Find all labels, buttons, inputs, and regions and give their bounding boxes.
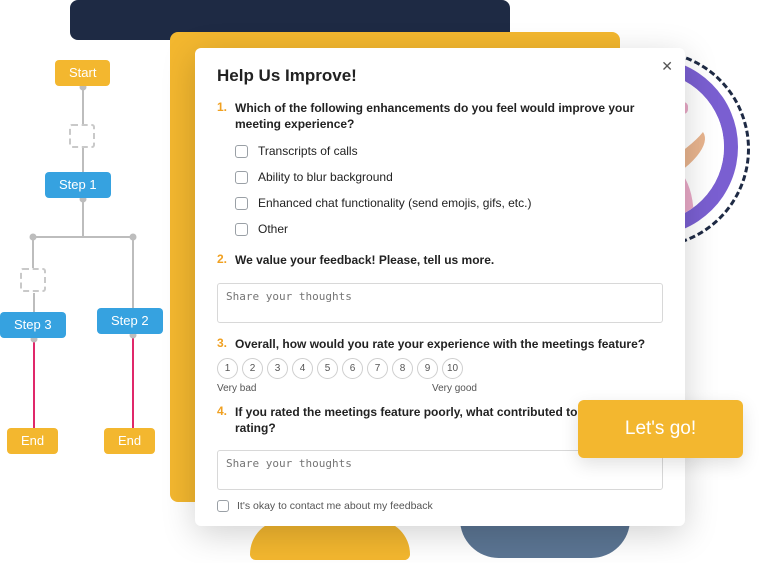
question-number: 3. xyxy=(217,336,235,352)
flow-node-start[interactable]: Start xyxy=(55,60,110,86)
flow-branch-box xyxy=(20,268,46,292)
lets-go-button[interactable]: Let's go! xyxy=(578,400,743,458)
checkbox-icon[interactable] xyxy=(235,171,248,184)
question-number: 1. xyxy=(217,100,235,132)
rating-max-label: Very good xyxy=(432,383,477,394)
flow-diagram: Start Step 1 Step 3 Step 2 End End xyxy=(0,30,210,490)
checkbox-label: Enhanced chat functionality (send emojis… xyxy=(258,196,531,210)
flow-node-step3[interactable]: Step 3 xyxy=(0,312,66,338)
checkbox-icon[interactable] xyxy=(235,145,248,158)
rating-button-5[interactable]: 5 xyxy=(317,358,338,379)
flow-branch-box xyxy=(69,124,95,148)
rating-button-4[interactable]: 4 xyxy=(292,358,313,379)
question-number: 4. xyxy=(217,404,235,436)
flow-node-step2[interactable]: Step 2 xyxy=(97,308,163,334)
question-number: 2. xyxy=(217,252,235,268)
flow-edge xyxy=(32,236,34,268)
close-icon[interactable]: ✕ xyxy=(661,58,673,75)
flow-edge xyxy=(132,334,134,428)
flow-edge xyxy=(33,338,35,428)
rating-button-2[interactable]: 2 xyxy=(242,358,263,379)
flow-node-step1[interactable]: Step 1 xyxy=(45,172,111,198)
checkbox-option[interactable]: Transcripts of calls xyxy=(235,138,663,164)
checkbox-icon[interactable] xyxy=(235,197,248,210)
checkbox-label: Transcripts of calls xyxy=(258,144,358,158)
question-row: 3.Overall, how would you rate your exper… xyxy=(217,336,663,352)
question-text: We value your feedback! Please, tell us … xyxy=(235,252,494,268)
question-row: 1.Which of the following enhancements do… xyxy=(217,100,663,132)
consent-label: It's okay to contact me about my feedbac… xyxy=(237,500,433,512)
flow-edge xyxy=(32,236,132,238)
flow-edge xyxy=(82,198,84,236)
checkbox-label: Ability to blur background xyxy=(258,170,393,184)
checkbox-label: Other xyxy=(258,222,288,236)
rating-min-label: Very bad xyxy=(217,383,256,394)
checkbox-option[interactable]: Ability to blur background xyxy=(235,164,663,190)
question-row: 2.We value your feedback! Please, tell u… xyxy=(217,252,663,268)
rating-button-10[interactable]: 10 xyxy=(442,358,463,379)
flow-node-end1[interactable]: End xyxy=(7,428,58,454)
checkbox-option[interactable]: Other xyxy=(235,216,663,242)
rating-button-7[interactable]: 7 xyxy=(367,358,388,379)
consent-checkbox[interactable] xyxy=(217,500,229,512)
rating-button-9[interactable]: 9 xyxy=(417,358,438,379)
consent-row[interactable]: It's okay to contact me about my feedbac… xyxy=(217,500,433,512)
question-text: Which of the following enhancements do y… xyxy=(235,100,663,132)
rating-button-6[interactable]: 6 xyxy=(342,358,363,379)
survey-title: Help Us Improve! xyxy=(217,66,663,86)
flow-edge xyxy=(132,236,134,308)
rating-button-3[interactable]: 3 xyxy=(267,358,288,379)
rating-scale: 12345678910 Very bad Very good xyxy=(217,358,663,394)
flow-node-end2[interactable]: End xyxy=(104,428,155,454)
rating-button-8[interactable]: 8 xyxy=(392,358,413,379)
flow-connector-dot xyxy=(130,234,137,241)
rating-button-1[interactable]: 1 xyxy=(217,358,238,379)
flow-connector-dot xyxy=(30,234,37,241)
checkbox-options: Transcripts of calls Ability to blur back… xyxy=(217,138,663,242)
question-text: Overall, how would you rate your experie… xyxy=(235,336,645,352)
flow-edge xyxy=(33,293,35,313)
checkbox-option[interactable]: Enhanced chat functionality (send emojis… xyxy=(235,190,663,216)
decor-yellow-blob xyxy=(250,520,410,560)
feedback-textarea[interactable] xyxy=(217,283,663,323)
checkbox-icon[interactable] xyxy=(235,223,248,236)
